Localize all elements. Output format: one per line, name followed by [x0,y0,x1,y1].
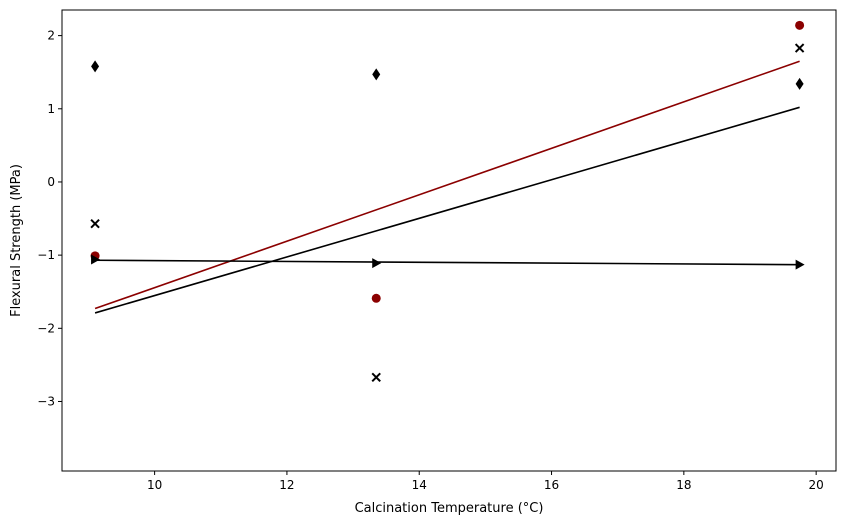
y-tick-label: 0 [47,175,55,189]
fit-lines [94,60,800,314]
x-tick-label: 18 [676,478,691,492]
y-tick-label: −1 [37,248,55,262]
x-axis-ticks: 10 12 14 16 18 20 [147,471,824,492]
triangle-marker [795,259,805,270]
diamond-marker [795,77,804,90]
y-tick-label: −3 [37,394,55,408]
circle-marker [371,293,381,303]
x-tick-label: 20 [809,478,824,492]
x-marker [90,218,100,229]
circle-marker [795,20,805,30]
y-axis-ticks: −3 −2 −1 0 1 2 [37,29,62,408]
y-tick-label: 2 [47,29,55,43]
x-marker [371,372,381,383]
diamond-marker [91,60,100,73]
triangle-marker [372,258,382,269]
x-tick-label: 12 [279,478,294,492]
x-tick-label: 14 [412,478,427,492]
plot-frame [61,9,837,472]
x-axis-label: Calcination Temperature (°C) [355,501,544,516]
y-axis-label: Flexural Strength (MPa) [9,164,24,317]
y-tick-label: 1 [47,102,55,116]
fit-line-series-4 [95,259,800,266]
triangle-marker [91,254,101,265]
x-tick-label: 10 [147,478,162,492]
x-marker [794,43,805,53]
fit-line-series-2 [94,106,800,314]
x-tick-label: 16 [544,478,559,492]
diamond-marker [372,68,381,81]
fit-line-series-3 [94,60,800,310]
y-tick-label: −2 [37,321,55,335]
data-points [90,20,805,383]
